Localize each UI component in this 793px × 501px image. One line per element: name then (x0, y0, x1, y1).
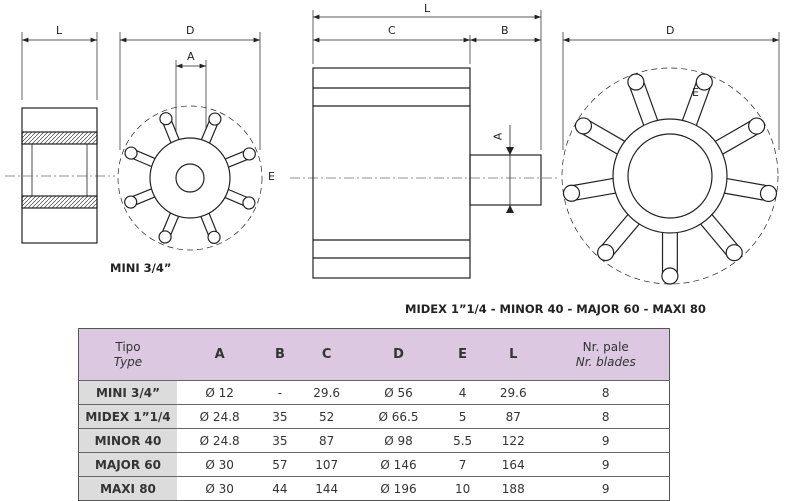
blade-tip (628, 74, 644, 90)
mini-front-view (118, 32, 262, 250)
value-cell: 107 (297, 453, 355, 477)
blade-tip (243, 197, 255, 209)
value-cell: Ø 24.8 (177, 429, 262, 453)
large-side-view (290, 10, 560, 278)
value-cell: 8 (542, 381, 669, 405)
model-name-cell: MIDEX 1”1/4 (79, 405, 178, 429)
blade-tip (208, 231, 220, 243)
value-cell: Ø 66.5 (356, 405, 441, 429)
model-name-cell: MINOR 40 (79, 429, 178, 453)
value-cell: 29.6 (297, 381, 355, 405)
blade-tip (125, 147, 137, 159)
value-cell: 8 (542, 405, 669, 429)
impeller-hub (613, 119, 727, 233)
blade-tip (749, 118, 765, 134)
blade-tip (726, 245, 742, 261)
value-cell: Ø 12 (177, 381, 262, 405)
model-name-cell: MINI 3/4” (79, 381, 178, 405)
blade-tip (575, 118, 591, 134)
value-cell: 5.5 (441, 429, 484, 453)
value-cell: 35 (262, 405, 297, 429)
value-cell: 57 (262, 453, 297, 477)
blade-tip (598, 245, 614, 261)
blade-tip (662, 268, 678, 284)
mini-side-view (5, 32, 115, 243)
value-cell: - (262, 381, 297, 405)
value-cell: 87 (484, 405, 542, 429)
dim-C: C (388, 24, 396, 37)
value-cell: 188 (484, 477, 542, 501)
header-type-en: Type (114, 355, 142, 369)
caption-mini: MINI 3/4” (110, 261, 171, 275)
model-name-cell: MAJOR 60 (79, 453, 178, 477)
header-col: A (177, 329, 262, 381)
value-cell: 5 (441, 405, 484, 429)
value-cell: Ø 56 (356, 381, 441, 405)
value-cell: 9 (542, 477, 669, 501)
value-cell: 29.6 (484, 381, 542, 405)
dim-E-left: E (268, 170, 275, 183)
dim-A-mid: A (491, 133, 504, 141)
blade-tip (564, 185, 580, 201)
dim-A-left: A (187, 50, 195, 63)
value-cell: 35 (262, 429, 297, 453)
impeller-hub (150, 138, 230, 218)
value-cell: 7 (441, 453, 484, 477)
header-type-it: Tipo (115, 340, 140, 354)
dim-D-left: D (186, 24, 194, 37)
value-cell: Ø 146 (356, 453, 441, 477)
value-cell: 164 (484, 453, 542, 477)
dim-D-right: D (666, 24, 674, 37)
model-name-cell: MAXI 80 (79, 477, 178, 501)
value-cell: 52 (297, 405, 355, 429)
blade-tip (209, 113, 221, 125)
value-cell: Ø 24.8 (177, 405, 262, 429)
value-cell: Ø 98 (356, 429, 441, 453)
blade-tip (760, 185, 776, 201)
header-col: C (297, 329, 355, 381)
header-col: L (484, 329, 542, 381)
blade-tip (243, 148, 255, 160)
value-cell: 9 (542, 453, 669, 477)
value-cell: 44 (262, 477, 297, 501)
dim-L-mid: L (424, 2, 430, 15)
header-col: E (441, 329, 484, 381)
header-blades-en: Nr. blades (576, 355, 636, 369)
value-cell: 10 (441, 477, 484, 501)
value-cell: 87 (297, 429, 355, 453)
value-cell: 9 (542, 429, 669, 453)
header-col: B (262, 329, 297, 381)
blade-tip (159, 231, 171, 243)
dim-L-left: L (56, 24, 62, 37)
blade-tip (160, 113, 172, 125)
large-front-view (562, 32, 779, 284)
blade-tip (125, 196, 137, 208)
value-cell: 144 (297, 477, 355, 501)
dim-E-right: E (692, 86, 699, 99)
header-col: D (356, 329, 441, 381)
caption-large-models: MIDEX 1”1/4 - MINOR 40 - MAJOR 60 - MAXI… (405, 302, 706, 316)
value-cell: 4 (441, 381, 484, 405)
value-cell: Ø 196 (356, 477, 441, 501)
dim-B: B (501, 24, 509, 37)
value-cell: Ø 30 (177, 477, 262, 501)
header-blades-it: Nr. pale (583, 340, 629, 354)
value-cell: 122 (484, 429, 542, 453)
value-cell: Ø 30 (177, 453, 262, 477)
